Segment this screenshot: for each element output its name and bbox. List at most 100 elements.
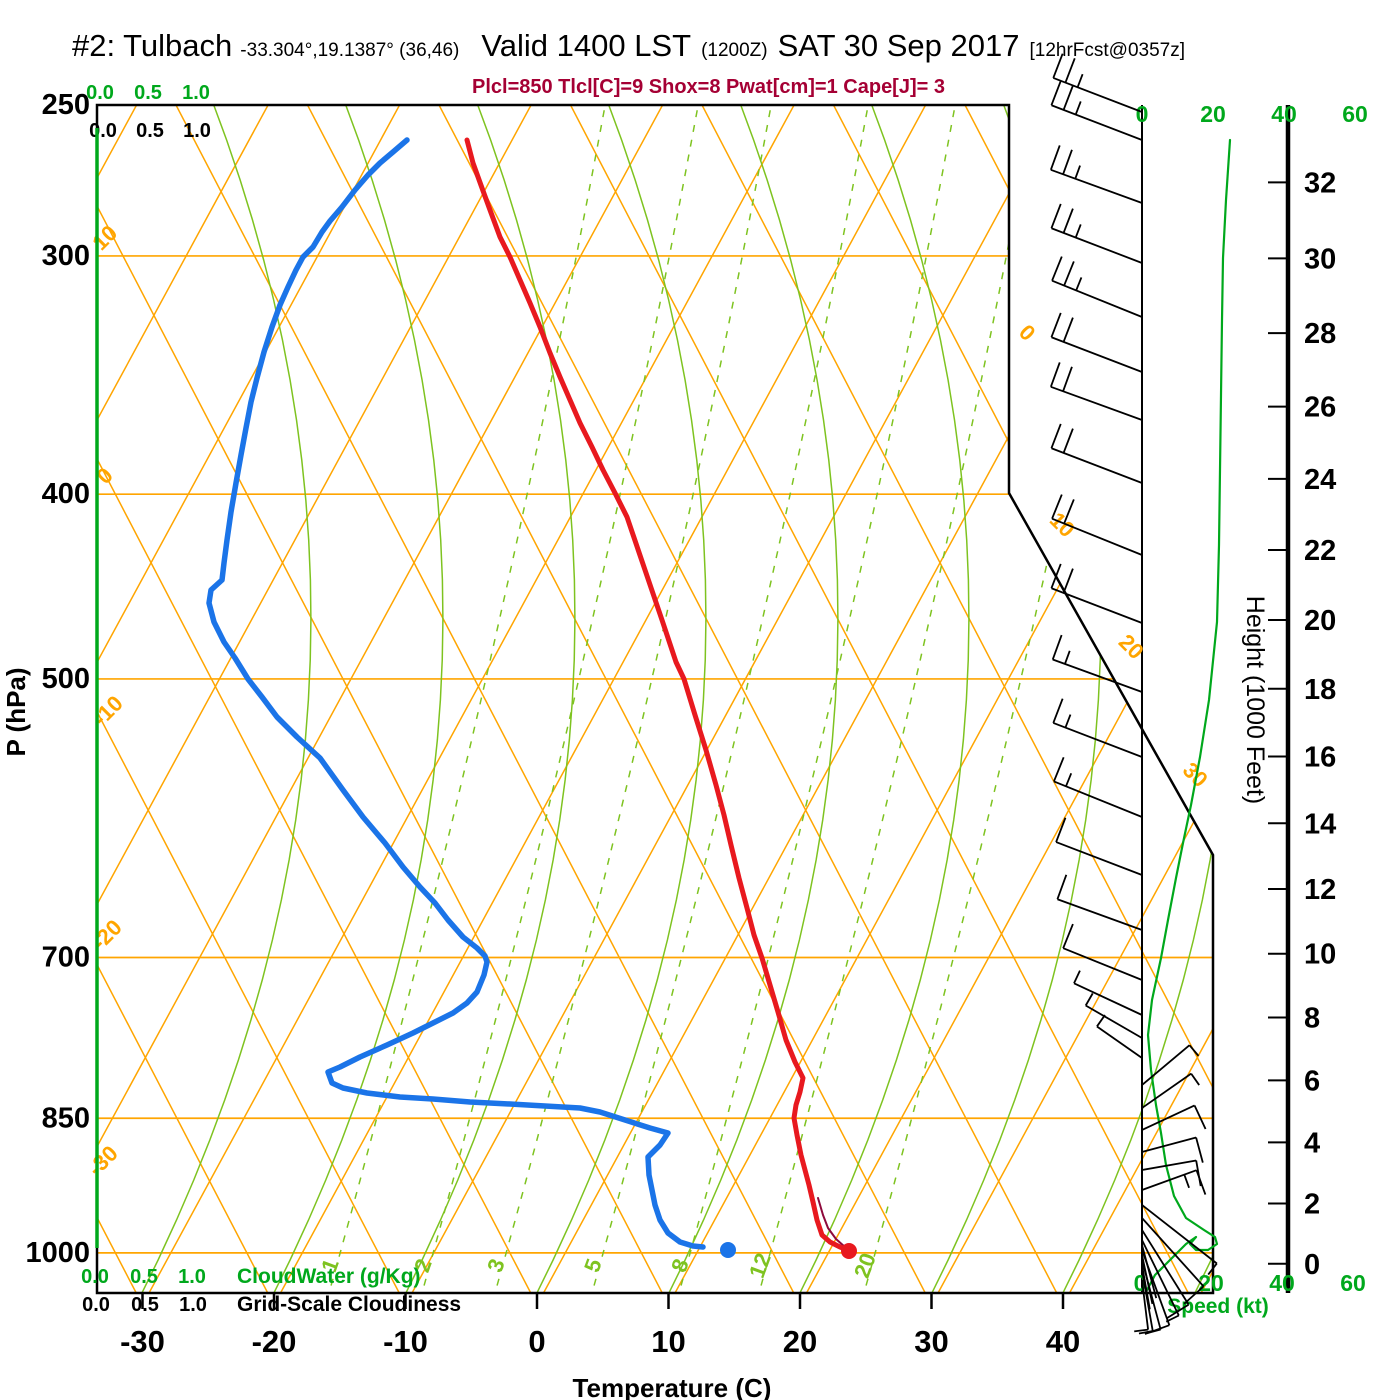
wind-barb-shaft: [1050, 168, 1143, 204]
wind-barb-half-tick: [1096, 1014, 1106, 1027]
dry-adiabat-line: [696, 105, 1213, 1293]
cloudwater-axis-title: CloudWater (g/Kg): [237, 1265, 421, 1288]
forecast-tag: [12hrFcst@0357z]: [1029, 40, 1185, 61]
saturated-adiabat-line: [532, 105, 707, 1293]
wind-barb-shaft: [1096, 1025, 1143, 1059]
temp-tick-label: -20: [252, 1324, 297, 1359]
cloudiness-scale-top: 1.0: [183, 120, 211, 142]
wind-barb-tick: [1062, 85, 1074, 111]
cloudiness-axis-title: Grid-Scale Cloudiness: [237, 1293, 461, 1316]
speed-tick-label: 0: [1136, 101, 1149, 127]
cloudiness-scale-top: 0.0: [89, 120, 117, 142]
wind-barb-tick: [1062, 428, 1074, 454]
height-tick-label: 22: [1304, 535, 1336, 567]
isotherm-label: 10: [87, 220, 122, 255]
height-tick-label: 26: [1304, 392, 1336, 424]
isotherm-label: 20: [1114, 629, 1149, 664]
dry-adiabat-line: [97, 105, 407, 1293]
speed-tick-label: 40: [1271, 101, 1297, 127]
wind-barb-shaft: [1141, 1264, 1151, 1310]
wind-barb-half-tick: [1188, 1044, 1200, 1057]
wind-barb-tick: [1064, 58, 1076, 83]
station-id: #2: Tulbach: [72, 28, 233, 63]
wind-barb-shaft: [1051, 587, 1143, 624]
wind-barb-tick: [1055, 817, 1067, 843]
cloudwater-scale-bottom: 0.0: [81, 1266, 109, 1288]
temp-tick-label: 40: [1046, 1324, 1080, 1359]
wind-barb-shaft: [1051, 104, 1143, 141]
wind-barb-shaft: [1057, 898, 1143, 931]
wind-barb-tick: [1053, 756, 1065, 782]
isotherm-label: -10: [88, 691, 128, 731]
valid-zulu: (1200Z): [701, 40, 768, 61]
speed-tick-label: 40: [1269, 1270, 1295, 1296]
height-tick-label: 12: [1304, 874, 1336, 906]
wind-barb-tick: [1063, 261, 1075, 286]
wind-barb-half-tick: [1075, 277, 1083, 291]
surface-temperature-dot: [841, 1243, 857, 1259]
wind-barbs: [1050, 53, 1218, 1335]
cloudwater-scale-top: 0.0: [86, 82, 114, 104]
wind-barb-tick: [1051, 256, 1063, 282]
isotherm-line: [97, 105, 406, 1293]
saturated-adiabat-line: [269, 105, 444, 1293]
pressure-tick-label: 1000: [25, 1237, 90, 1269]
wind-barb-half-tick: [1134, 1328, 1149, 1333]
mixing-ratio-label: 5: [579, 1255, 607, 1275]
speed-axis-title: Speed (kt): [1167, 1295, 1269, 1318]
temp-tick-label: -10: [383, 1324, 428, 1359]
wind-barb-shaft: [1141, 1217, 1205, 1287]
height-tick-label: 4: [1304, 1127, 1320, 1159]
saturated-adiabat-line: [1190, 105, 1213, 1293]
skewt-grid: [97, 105, 1213, 1293]
height-tick-label: 2: [1304, 1188, 1320, 1220]
saturated-adiabat-line: [137, 105, 312, 1293]
wind-barb-half-tick: [1138, 1330, 1153, 1335]
isotherm-line: [141, 105, 801, 1293]
wind-barb-shaft: [1141, 1204, 1218, 1265]
mixing-ratio-label: 3: [482, 1255, 510, 1275]
valid-date: SAT 30 Sep 2017: [777, 28, 1020, 63]
wind-barb-half-tick: [1076, 73, 1084, 88]
height-tick-label: 24: [1304, 464, 1336, 496]
saturated-adiabat-line: [401, 105, 576, 1293]
wind-barb-tick: [1062, 149, 1073, 175]
surface-dewpoint-dot: [720, 1242, 736, 1258]
wind-barb-half-tick: [1190, 1073, 1200, 1086]
mixing-ratio-line: [861, 105, 1142, 1293]
saturated-adiabat-line: [664, 105, 839, 1293]
isotherm-label: 10: [1045, 507, 1080, 542]
wind-barb-half-tick: [1074, 165, 1081, 180]
pressure-tick-label: 700: [42, 942, 90, 974]
dry-adiabat-line: [170, 105, 801, 1293]
height-tick-label: 0: [1304, 1249, 1320, 1281]
isotherm-line: [97, 105, 275, 1293]
wind-barb-shaft: [1141, 1044, 1191, 1086]
speed-tick-label: 60: [1340, 1270, 1366, 1296]
wind-barb-tick: [1195, 1137, 1204, 1163]
wind-barb-shaft: [1141, 1136, 1197, 1153]
isotherm-line: [273, 105, 932, 1293]
wind-barb-shaft: [1141, 1169, 1197, 1191]
wind-barb-tick: [1183, 1285, 1205, 1305]
wind-barb-shaft: [1141, 1072, 1192, 1109]
temp-tick-label: 10: [651, 1324, 685, 1359]
cloudiness-scale-bottom: 0.0: [82, 1294, 110, 1316]
wind-barb-shaft: [1062, 947, 1143, 981]
isotherm-line: [1062, 105, 1213, 1293]
dry-adiabat-line: [97, 105, 275, 1293]
pressure-tick-label: 250: [42, 89, 90, 121]
wind-barb-shaft: [1051, 279, 1143, 318]
wind-barb-shaft: [1051, 336, 1143, 373]
wind-barb-shaft: [1050, 385, 1143, 421]
wind-barb-shaft: [1052, 722, 1143, 758]
wind-barb-tick: [1052, 53, 1064, 79]
cloudwater-scale-top: 1.0: [182, 82, 210, 104]
height-tick-label: 20: [1304, 605, 1336, 637]
wind-barb-tick: [1056, 874, 1068, 900]
height-tick-label: 6: [1304, 1065, 1320, 1097]
wind-barb-tick: [1052, 698, 1064, 724]
wind-barb-shaft: [1053, 780, 1143, 818]
